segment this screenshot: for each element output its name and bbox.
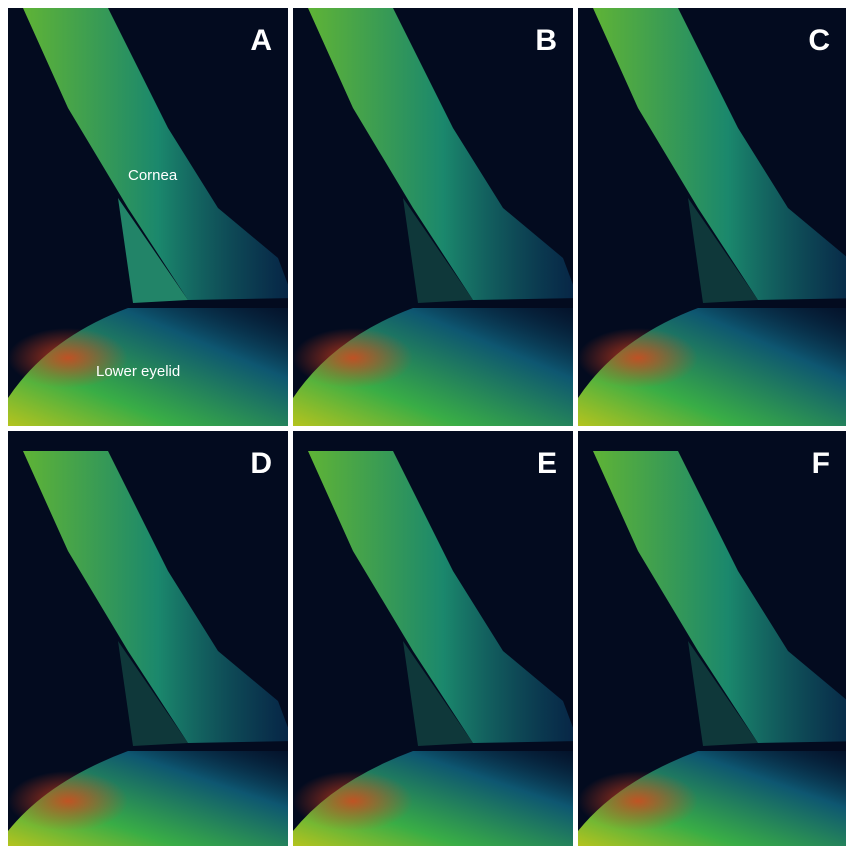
oct-panel: C bbox=[578, 8, 849, 426]
panel-label: D bbox=[250, 447, 272, 480]
panel-label: B bbox=[535, 24, 557, 57]
oct-panel: E bbox=[293, 431, 578, 846]
panel-label: F bbox=[812, 447, 830, 480]
oct-panel: F bbox=[578, 431, 849, 846]
annotation: Cornea bbox=[128, 167, 178, 184]
eyelid-hotspot bbox=[578, 771, 698, 831]
eyelid-hotspot bbox=[578, 328, 698, 388]
panel-label: C bbox=[808, 24, 830, 57]
eyelid-hotspot bbox=[8, 771, 128, 831]
panel-label: A bbox=[250, 24, 272, 57]
oct-panel: A Cornea Lower eyelid bbox=[8, 8, 293, 426]
oct-panel: D bbox=[8, 431, 293, 846]
figure: A Cornea Lower eyelid B C D E F bbox=[0, 0, 849, 849]
oct-panel: B bbox=[293, 8, 578, 426]
panel-label: E bbox=[537, 447, 557, 480]
eyelid-hotspot bbox=[293, 771, 413, 831]
eyelid-hotspot bbox=[293, 328, 413, 388]
annotation: Lower eyelid bbox=[96, 363, 180, 380]
